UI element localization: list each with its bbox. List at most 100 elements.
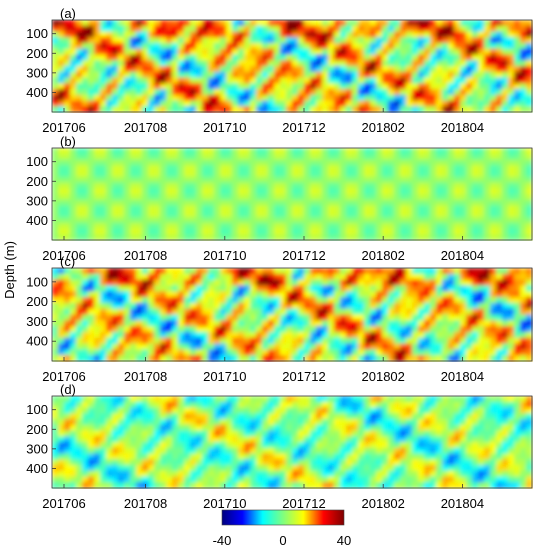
heatmap-cell xyxy=(436,94,443,102)
heatmap-cell xyxy=(340,419,347,426)
heatmap-cell xyxy=(76,331,83,339)
heatmap-cell xyxy=(160,182,167,189)
panel-label: (b) xyxy=(60,134,76,149)
heatmap-cell xyxy=(184,482,191,489)
heatmap-cell xyxy=(376,20,383,27)
heatmap-cell xyxy=(406,211,413,218)
heatmap-cell xyxy=(304,20,311,27)
heatmap-cell xyxy=(382,94,389,102)
heatmap-cell xyxy=(196,48,203,56)
heatmap-cell xyxy=(52,31,59,38)
heatmap-cell xyxy=(460,217,467,224)
heatmap-cell xyxy=(64,182,71,189)
heatmap-cell xyxy=(238,89,245,96)
heatmap-cell xyxy=(76,171,83,178)
heatmap-cell xyxy=(64,302,71,310)
heatmap-cell xyxy=(280,106,287,113)
heatmap-cell xyxy=(130,396,137,403)
heatmap-cell xyxy=(172,273,179,281)
heatmap-cell xyxy=(64,314,71,321)
heatmap-cell xyxy=(172,234,179,241)
heatmap-cell xyxy=(70,430,77,437)
heatmap-cell xyxy=(82,285,89,292)
heatmap-cell xyxy=(508,279,515,287)
heatmap-cell xyxy=(412,25,419,33)
heatmap-cell xyxy=(310,349,317,356)
heatmap-cell xyxy=(244,20,251,27)
heatmap-cell xyxy=(238,308,245,316)
heatmap-cell xyxy=(298,71,305,79)
heatmap-cell xyxy=(184,476,191,483)
heatmap-cell xyxy=(232,447,239,455)
heatmap-cell xyxy=(310,217,317,224)
heatmap-cell xyxy=(184,43,191,50)
heatmap-cell xyxy=(130,182,137,189)
heatmap-cell xyxy=(310,25,317,33)
heatmap-cell xyxy=(52,291,59,298)
heatmap-cell xyxy=(142,25,149,33)
heatmap-cell xyxy=(286,297,293,304)
heatmap-cell xyxy=(346,308,353,316)
heatmap-cell xyxy=(358,43,365,50)
heatmap-cell xyxy=(484,199,491,207)
heatmap-cell xyxy=(136,48,143,56)
heatmap-cell xyxy=(514,171,521,178)
heatmap-cell xyxy=(52,77,59,84)
heatmap-cell xyxy=(190,60,197,67)
heatmap-cell xyxy=(382,320,389,327)
heatmap-cell xyxy=(214,234,221,241)
heatmap-cell xyxy=(184,153,191,161)
heatmap-cell xyxy=(514,211,521,218)
heatmap-cell xyxy=(82,48,89,56)
heatmap-cell xyxy=(508,83,515,90)
heatmap-cell xyxy=(202,413,209,420)
heatmap-cell xyxy=(376,308,383,316)
heatmap-cell xyxy=(382,482,389,489)
heatmap-cell xyxy=(376,182,383,189)
heatmap-cell xyxy=(112,37,119,44)
heatmap-cell xyxy=(226,54,233,61)
heatmap-cell xyxy=(142,407,149,414)
heatmap-cell xyxy=(316,424,323,432)
heatmap-cell xyxy=(448,83,455,90)
heatmap-cell xyxy=(220,453,227,460)
heatmap-cell xyxy=(322,297,329,304)
heatmap-cell xyxy=(214,291,221,298)
heatmap-cell xyxy=(82,419,89,426)
heatmap-cell xyxy=(190,320,197,327)
heatmap-cell xyxy=(232,285,239,292)
heatmap-cell xyxy=(304,453,311,460)
heatmap-cell xyxy=(322,205,329,212)
heatmap-cell xyxy=(172,453,179,460)
heatmap-cell xyxy=(214,153,221,161)
heatmap-cell xyxy=(508,37,515,44)
heatmap-cell xyxy=(280,176,287,184)
heatmap-cell xyxy=(130,71,137,79)
heatmap-cell xyxy=(106,320,113,327)
heatmap-cell xyxy=(208,182,215,189)
heatmap-cell xyxy=(508,205,515,212)
heatmap-cell xyxy=(220,407,227,414)
heatmap-cell xyxy=(238,407,245,414)
heatmap-cell xyxy=(106,94,113,102)
heatmap-cell xyxy=(136,308,143,316)
heatmap-cell xyxy=(334,148,341,155)
heatmap-cell xyxy=(490,37,497,44)
heatmap-cell xyxy=(94,413,101,420)
heatmap-cell xyxy=(400,407,407,414)
heatmap-cell xyxy=(490,171,497,178)
heatmap-cell xyxy=(352,83,359,90)
heatmap-cell xyxy=(220,188,227,195)
heatmap-cell xyxy=(220,349,227,356)
heatmap-cell xyxy=(478,228,485,235)
heatmap-cell xyxy=(436,326,443,333)
heatmap-cell xyxy=(196,171,203,178)
heatmap-cell xyxy=(184,54,191,61)
heatmap-cell xyxy=(448,459,455,466)
heatmap-cell xyxy=(364,148,371,155)
heatmap-cell xyxy=(178,470,185,478)
heatmap-cell xyxy=(496,285,503,292)
heatmap-cell xyxy=(496,222,503,230)
heatmap-cell xyxy=(112,83,119,90)
heatmap-cell xyxy=(358,153,365,161)
